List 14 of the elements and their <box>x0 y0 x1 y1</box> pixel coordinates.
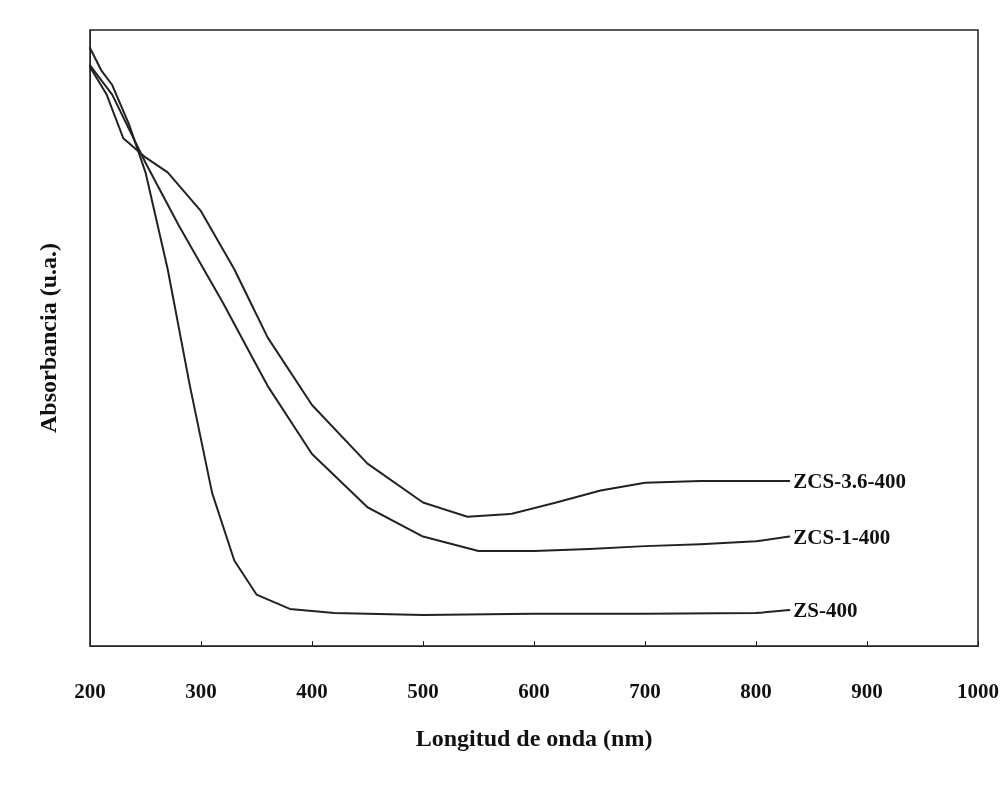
x-tick-label: 200 <box>74 678 106 703</box>
x-tick-label: 1000 <box>957 678 999 703</box>
x-tick-label: 700 <box>629 678 661 703</box>
x-tick-label: 500 <box>407 678 439 703</box>
x-tick-label: 900 <box>851 678 883 703</box>
x-axis-title: Longitud de onda (nm) <box>415 725 653 751</box>
y-axis-title: Absorbancia (u.a.) <box>35 242 61 434</box>
series-label: ZCS-1-400 <box>793 524 891 549</box>
series-label: ZCS-3.6-400 <box>793 468 906 493</box>
series-label: ZS-400 <box>793 598 858 623</box>
x-tick-label: 300 <box>185 678 217 703</box>
x-tick-label: 800 <box>740 678 772 703</box>
x-tick-label: 600 <box>518 678 550 703</box>
x-tick-label: 400 <box>296 678 328 703</box>
